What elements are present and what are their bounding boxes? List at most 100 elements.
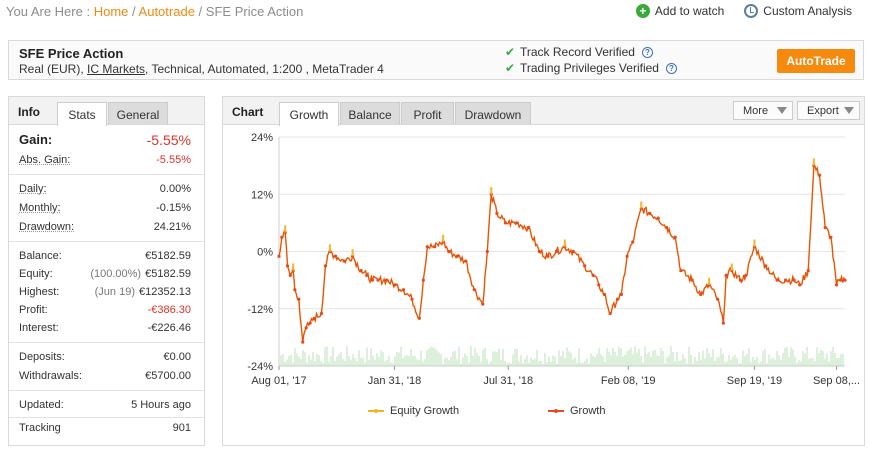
stat-label: Daily:: [19, 183, 47, 195]
legend-swatch: [548, 406, 564, 416]
tab-growth[interactable]: Growth: [279, 102, 339, 126]
data-point: [583, 264, 587, 268]
data-point: [370, 278, 374, 282]
data-point: [277, 254, 281, 258]
tab-balance[interactable]: Balance: [340, 102, 400, 125]
highest-date: (Jun 19): [94, 286, 135, 298]
track-record-label: Track Record Verified: [520, 45, 635, 59]
broker-link[interactable]: IC Markets: [87, 62, 146, 76]
data-point: [631, 240, 635, 244]
data-point: [384, 278, 389, 282]
stat-label: Tracking: [19, 422, 61, 434]
data-point: [537, 249, 541, 254]
y-tick-label: -12%: [247, 304, 273, 316]
data-point: [319, 311, 324, 316]
stat-label: Updated:: [19, 399, 64, 411]
top-bar: You Are Here : Home / Autotrade / SFE Pr…: [0, 0, 870, 24]
add-to-watch-button[interactable]: + Add to watch: [635, 4, 724, 18]
data-point: [792, 278, 796, 282]
legend-growth[interactable]: Growth: [548, 405, 605, 417]
data-point: [288, 273, 292, 277]
stat-value: 5 Hours ago: [131, 399, 191, 411]
data-point: [591, 273, 595, 277]
system-name: SFE Price Action: [19, 46, 124, 61]
data-point: [323, 264, 328, 268]
stat-abs-gain: Abs. Gain: -5.55%: [19, 152, 191, 170]
data-point: [455, 254, 459, 258]
data-point: [597, 283, 601, 287]
system-header: SFE Price Action Real (EUR), IC Markets,…: [8, 40, 864, 80]
breadcrumb-home-link[interactable]: Home: [93, 4, 129, 19]
stat-label: Abs. Gain:: [19, 154, 71, 166]
data-point: [485, 249, 489, 254]
stat-value: -5.55%: [146, 132, 191, 148]
stat-drawdown: Drawdown: 24.21%: [19, 219, 191, 237]
stat-value: -€226.46: [147, 322, 191, 334]
y-tick-label: -24%: [247, 361, 273, 373]
legend-swatch: [368, 406, 384, 416]
data-point: [738, 278, 742, 282]
y-tick-label: 0%: [257, 247, 273, 259]
tab-stats[interactable]: Stats: [57, 102, 107, 126]
data-point: [716, 297, 720, 301]
x-tick-label: Jan 31, '18: [368, 375, 421, 387]
series-line-growth: [278, 164, 846, 343]
data-point: [301, 340, 305, 344]
help-icon[interactable]: ?: [665, 62, 677, 74]
growth-chart[interactable]: 24% 12% 0% -12% -24% Aug 01, '17 Jan 31, '18 Ju…: [223, 125, 864, 395]
custom-analysis-button[interactable]: Custom Analysis: [744, 4, 852, 18]
stat-value: 0.00%: [159, 183, 191, 195]
checkmark-icon: ✔: [505, 61, 516, 75]
system-details: , Technical, Automated, 1:200 , MetaTrad…: [145, 62, 384, 76]
data-point: [342, 259, 346, 263]
x-tick-label: Feb 08, '19: [601, 375, 656, 387]
checkmark-icon: ✔: [505, 45, 516, 59]
stat-label: Monthly:: [19, 202, 61, 214]
data-point: [515, 221, 519, 225]
data-point: [495, 211, 499, 215]
verification-list: ✔ Track Record Verified ? ✔ Trading Priv…: [505, 44, 677, 76]
data-point: [673, 235, 677, 239]
clock-icon: [744, 4, 759, 18]
tab-profit[interactable]: Profit: [401, 102, 454, 125]
stat-interest: Interest: -€226.46: [19, 320, 191, 338]
breadcrumb-separator: /: [198, 4, 203, 19]
data-point: [503, 221, 507, 225]
autotrade-button[interactable]: AutoTrade: [777, 49, 855, 73]
legend-equity-growth[interactable]: Equity Growth: [368, 405, 459, 417]
account-type: Real (EUR),: [19, 62, 84, 76]
data-point: [421, 278, 425, 282]
data-point: [608, 311, 612, 316]
stat-label: Deposits:: [19, 351, 65, 363]
data-point: [829, 235, 833, 239]
export-dropdown[interactable]: Export: [797, 101, 860, 120]
data-point: [410, 297, 414, 301]
stat-value: 901: [172, 422, 191, 434]
data-point: [724, 273, 728, 277]
stat-label: Drawdown:: [19, 221, 75, 233]
breadcrumb-autotrade-link[interactable]: Autotrade: [138, 4, 195, 19]
trading-privileges-label: Trading Privileges Verified: [520, 61, 659, 75]
stat-tracking: Tracking 901: [19, 420, 191, 438]
data-point: [834, 283, 839, 287]
stat-updated: Updated: 5 Hours ago: [19, 397, 191, 415]
chevron-down-icon: [777, 107, 787, 114]
tab-drawdown[interactable]: Drawdown: [455, 102, 531, 125]
stat-label: Highest:: [19, 286, 60, 298]
stat-highest: Highest: (Jun 19) €12352.13: [19, 284, 191, 302]
more-dropdown[interactable]: More: [733, 101, 793, 120]
data-point: [359, 268, 363, 273]
chevron-down-icon: [844, 107, 854, 114]
chart-panel-title: Chart: [232, 105, 264, 119]
stat-value: (100.00%) €5182.59: [90, 268, 191, 280]
trading-privileges-verified: ✔ Trading Privileges Verified ?: [505, 60, 677, 76]
tab-general[interactable]: General: [108, 102, 168, 125]
data-point: [308, 321, 312, 325]
stat-label: Profit:: [19, 304, 48, 316]
data-point: [464, 259, 468, 263]
data-point: [425, 245, 429, 249]
help-icon[interactable]: ?: [641, 46, 653, 58]
data-point: [625, 254, 629, 258]
system-meta: Real (EUR), IC Markets, Technical, Autom…: [19, 62, 384, 76]
data-point: [775, 278, 779, 282]
